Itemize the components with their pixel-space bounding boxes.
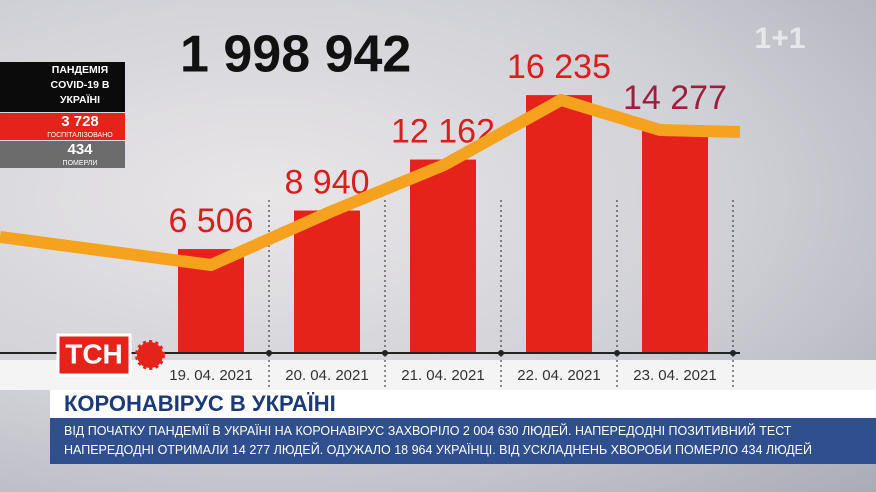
divider-dot bbox=[498, 350, 504, 356]
panel-box bbox=[0, 62, 125, 112]
panel-title-box: ПАНДЕМІЯ COVID-19 В УКРАЇНІ bbox=[50, 64, 110, 106]
died-value: 434 bbox=[67, 141, 93, 158]
x-tick-label: 21. 04. 2021 bbox=[401, 367, 484, 384]
headline: КОРОНАВІРУС В УКРАЇНІ bbox=[64, 391, 336, 416]
hosp-label: ГОСПІТАЛІЗОВАНО bbox=[47, 132, 113, 139]
divider-dot bbox=[266, 350, 272, 356]
virus-icon bbox=[135, 340, 165, 370]
divider-dot bbox=[382, 350, 388, 356]
hosp-value: 3 728 bbox=[61, 113, 99, 130]
x-tick-label: 19. 04. 2021 bbox=[169, 367, 252, 384]
divider-dot bbox=[730, 350, 736, 356]
value-label: 14 277 bbox=[623, 79, 727, 117]
x-tick-label: 20. 04. 2021 bbox=[285, 367, 368, 384]
logo: 1+1 bbox=[755, 22, 806, 55]
divider-dot bbox=[614, 350, 620, 356]
x-tick-label: 22. 04. 2021 bbox=[517, 367, 600, 384]
hosp-box bbox=[0, 113, 125, 140]
brand-box bbox=[56, 333, 132, 377]
bar bbox=[526, 95, 592, 352]
bar bbox=[410, 159, 476, 352]
total: 1 998 942 bbox=[180, 26, 411, 84]
trend-line bbox=[0, 94, 741, 271]
died-box bbox=[0, 141, 125, 168]
panel-title: ПАНДЕМІЯ COVID-19 В УКРАЇНІ bbox=[50, 64, 110, 106]
value-label: 16 235 bbox=[507, 48, 611, 86]
value-label: 6 506 bbox=[168, 202, 253, 240]
bar bbox=[642, 126, 708, 353]
bar bbox=[294, 210, 360, 352]
brand: ТСН bbox=[65, 338, 123, 369]
headline-box bbox=[50, 390, 876, 418]
ticker: ВІД ПОЧАТКУ ПАНДЕМІЇ В УКРАЇНІ НА КОРОНА… bbox=[50, 418, 876, 464]
x-tick-label: 23. 04. 2021 bbox=[633, 367, 716, 384]
died-label: ПОМЕРЛИ bbox=[63, 160, 98, 167]
